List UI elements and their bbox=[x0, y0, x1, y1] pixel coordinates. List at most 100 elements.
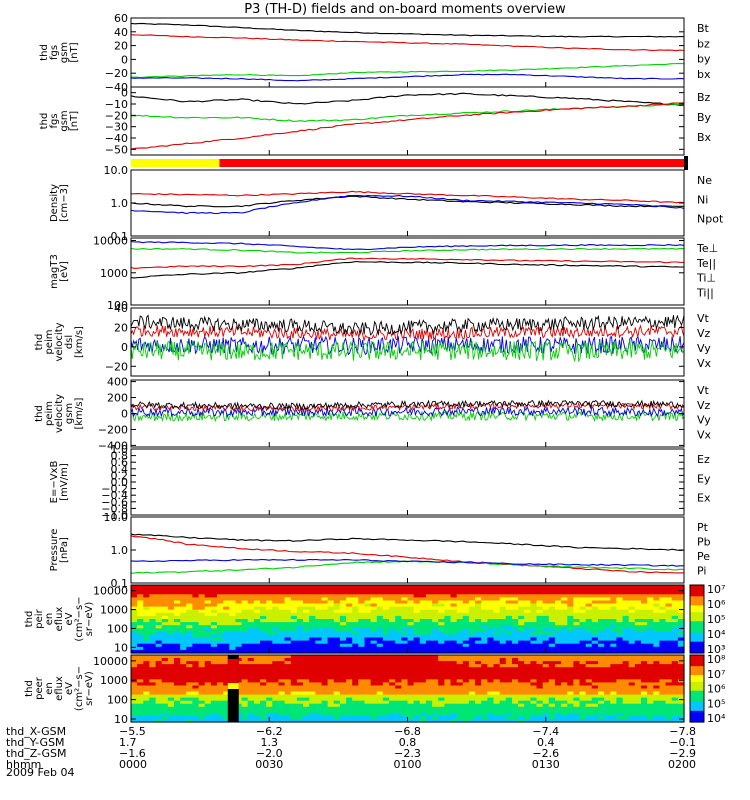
spectrogram-cell bbox=[666, 682, 673, 686]
spectrogram-cell bbox=[395, 698, 402, 702]
spectrogram-cell bbox=[506, 676, 513, 680]
spectrogram-cell bbox=[334, 710, 341, 714]
spectrogram-cell bbox=[217, 670, 224, 674]
spectrogram-cell bbox=[653, 710, 660, 714]
spectrogram-cell bbox=[401, 692, 408, 696]
spectrogram-cell bbox=[365, 664, 372, 668]
spectrogram-cell bbox=[555, 658, 562, 662]
spectrogram-cell bbox=[143, 704, 150, 708]
legend-entry: Ne bbox=[697, 174, 712, 187]
spectrogram-cell bbox=[524, 716, 531, 720]
spectrogram-cell bbox=[518, 682, 525, 686]
x-axis-value: 0100 bbox=[394, 758, 422, 771]
spectrogram-cell bbox=[174, 692, 181, 696]
spectrogram-cell bbox=[623, 704, 630, 708]
spectrogram-cell bbox=[180, 670, 187, 674]
spectrogram-cell bbox=[623, 716, 630, 720]
spectrogram-cell bbox=[143, 682, 150, 686]
spectrogram-cell bbox=[647, 664, 654, 668]
spectrogram-cell bbox=[666, 664, 673, 668]
spectrogram-cell bbox=[371, 676, 378, 680]
spectrogram-cell bbox=[524, 710, 531, 714]
spectrogram-cell bbox=[616, 710, 623, 714]
spectrogram-cell bbox=[328, 682, 335, 686]
legend-entry: Pe bbox=[697, 550, 710, 563]
spectrogram-cell bbox=[211, 692, 218, 696]
legend-entry: Bt bbox=[697, 22, 710, 35]
y-tick-label: 0 bbox=[121, 53, 128, 66]
colorbar-label: 10⁶ bbox=[707, 598, 726, 611]
spectrogram-cell bbox=[635, 692, 642, 696]
spectrogram-cell bbox=[573, 658, 580, 662]
spectrogram-cell bbox=[328, 716, 335, 720]
spectrogram-cell bbox=[205, 676, 212, 680]
spectrogram-cell bbox=[629, 682, 636, 686]
spectrogram-cell bbox=[543, 698, 550, 702]
spectrogram-cell bbox=[635, 682, 642, 686]
spectrogram-cell bbox=[389, 704, 396, 708]
spectrogram-cell bbox=[401, 710, 408, 714]
spectrogram-cell bbox=[524, 676, 531, 680]
spectrogram-cell bbox=[623, 658, 630, 662]
spectrogram-cell bbox=[174, 676, 181, 680]
spectrogram-cell bbox=[211, 682, 218, 686]
spectrogram-cell bbox=[592, 710, 599, 714]
spectrogram-cell bbox=[315, 710, 322, 714]
spectrogram-cell bbox=[487, 710, 494, 714]
spectrogram-cell bbox=[162, 716, 169, 720]
spectrogram-cell bbox=[451, 664, 458, 668]
spectrogram-cell bbox=[242, 658, 249, 662]
spectrogram-cell bbox=[199, 698, 206, 702]
spectrogram-cell bbox=[451, 682, 458, 686]
spectrogram-cell bbox=[549, 670, 556, 674]
spectrogram-cell bbox=[143, 716, 150, 720]
spectrogram-cell bbox=[377, 658, 384, 662]
y-axis-label-line: [nT] bbox=[69, 42, 80, 62]
spectrogram-cell bbox=[567, 710, 574, 714]
spectrogram-cell bbox=[383, 716, 390, 720]
spectrogram-cell bbox=[567, 682, 574, 686]
spectrogram-cell bbox=[518, 710, 525, 714]
spectrogram-cell bbox=[580, 676, 587, 680]
spectrogram-cell bbox=[205, 692, 212, 696]
spectrogram-cell bbox=[180, 710, 187, 714]
spectrogram-cell bbox=[285, 682, 292, 686]
spectrogram-cell bbox=[567, 704, 574, 708]
spectrogram-cell bbox=[149, 710, 156, 714]
y-tick-label: −20 bbox=[105, 67, 128, 80]
spectrogram-cell bbox=[156, 704, 163, 708]
spectrogram-cell bbox=[371, 710, 378, 714]
spectrogram-cell bbox=[137, 716, 144, 720]
spectrogram-cell bbox=[309, 670, 316, 674]
spectrogram-cell bbox=[377, 698, 384, 702]
spectrogram-cell bbox=[346, 670, 353, 674]
spectrogram-cell bbox=[616, 670, 623, 674]
spectrogram-cell bbox=[653, 664, 660, 668]
spectrogram-cell bbox=[365, 698, 372, 702]
spectrogram-cell bbox=[162, 704, 169, 708]
colorbar-label: 10⁴ bbox=[707, 628, 726, 641]
spectrogram-cell bbox=[666, 698, 673, 702]
y-tick-label: 10000 bbox=[93, 585, 128, 598]
spectrogram-cell bbox=[395, 710, 402, 714]
spectrogram-cell bbox=[426, 698, 433, 702]
spectrogram-cell bbox=[487, 698, 494, 702]
spectrogram-cell bbox=[530, 704, 537, 708]
spectrogram-cell bbox=[131, 692, 138, 696]
spectrogram-cell bbox=[512, 704, 519, 708]
spectrogram-cell bbox=[137, 658, 144, 662]
spectrogram-cell bbox=[266, 676, 273, 680]
spectrogram-cell bbox=[420, 692, 427, 696]
spectrogram-cell bbox=[248, 716, 255, 720]
spectrogram-cell bbox=[248, 682, 255, 686]
spectrogram-cell bbox=[346, 692, 353, 696]
spectrogram-cell bbox=[641, 658, 648, 662]
spectrogram-cell bbox=[530, 658, 537, 662]
spectrogram-cell bbox=[328, 664, 335, 668]
spectrogram-cell bbox=[291, 704, 298, 708]
spectrogram-cell bbox=[309, 692, 316, 696]
spectrogram-cell bbox=[401, 698, 408, 702]
spectrogram-cell bbox=[561, 676, 568, 680]
spectrogram-cell bbox=[420, 676, 427, 680]
spectrogram-cell bbox=[598, 670, 605, 674]
